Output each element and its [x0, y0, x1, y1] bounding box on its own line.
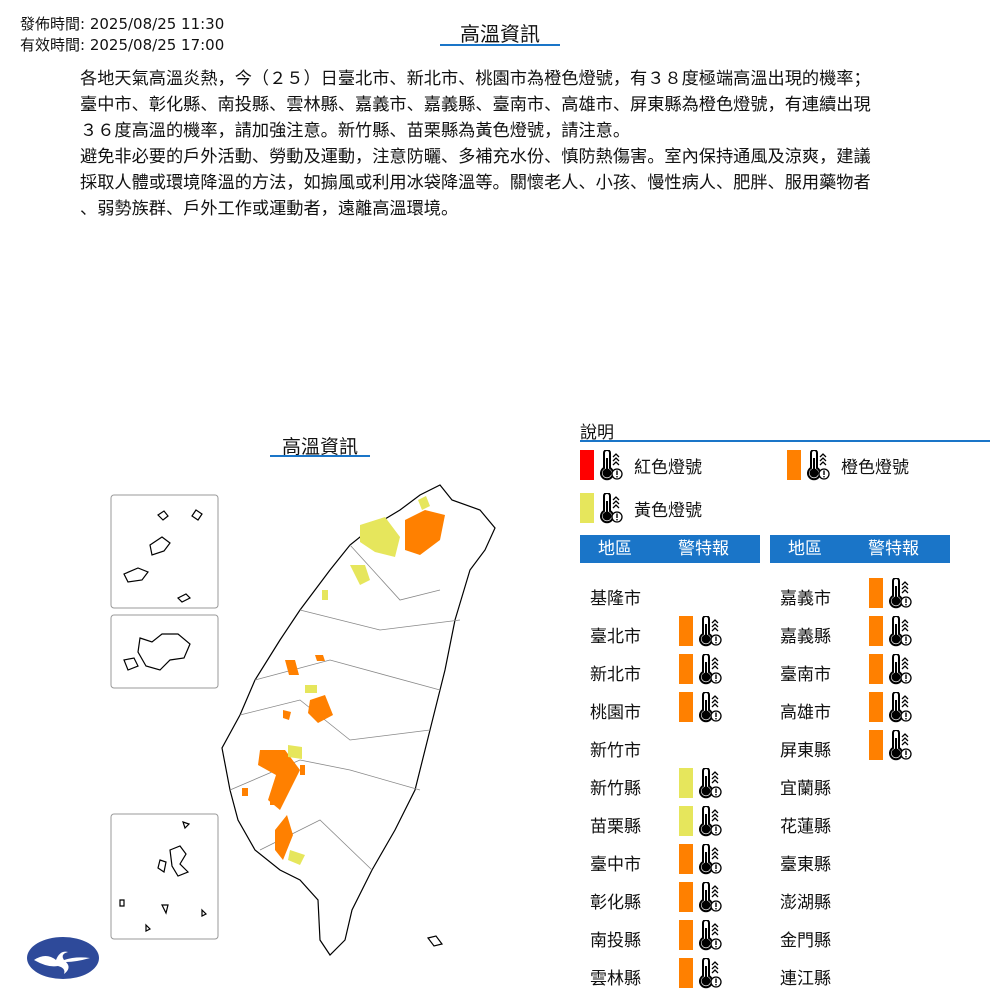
region-name: 嘉義縣 [780, 627, 831, 647]
legend-swatch [787, 450, 801, 480]
heat-thermometer-icon [804, 449, 840, 482]
warning-level-orange [679, 882, 693, 912]
inset-box-matsu [110, 494, 219, 609]
heat-thermometer-icon [886, 577, 922, 610]
region-name: 連江縣 [780, 969, 831, 989]
region-name: 桃園市 [590, 703, 641, 723]
region-name: 新竹縣 [590, 779, 641, 799]
region-name: 臺南市 [780, 665, 831, 685]
legend-swatch [580, 493, 594, 523]
col-warning: 警特報 [868, 539, 919, 559]
region-name: 嘉義市 [780, 589, 831, 609]
warning-level-orange [869, 654, 883, 684]
description: 各地天氣高溫炎熱，今（２５）日臺北市、新北市、桃園市為橙色燈號，有３８度極端高溫… [80, 66, 871, 222]
heat-thermometer-icon [696, 881, 732, 914]
heat-thermometer-icon [696, 767, 732, 800]
description-line: 各地天氣高溫炎熱，今（２５）日臺北市、新北市、桃園市為橙色燈號，有３８度極端高溫… [80, 69, 871, 89]
region-name: 新竹市 [590, 741, 641, 761]
region-name: 基隆市 [590, 589, 641, 609]
description-line: 臺中市、彰化縣、南投縣、雲林縣、嘉義市、嘉義縣、臺南市、高雄市、屏東縣為橙色燈號… [80, 95, 871, 115]
region-name: 南投縣 [590, 931, 641, 951]
warning-level-orange [869, 578, 883, 608]
warning-level-orange [869, 616, 883, 646]
legend-label: 橙色燈號 [841, 458, 909, 478]
warning-level-orange [679, 692, 693, 722]
legend-swatch [580, 450, 594, 480]
region-name: 臺北市 [590, 627, 641, 647]
warning-level-orange [869, 692, 883, 722]
heat-thermometer-icon [696, 615, 732, 648]
warning-level-yellow [679, 768, 693, 798]
warning-level-orange [679, 654, 693, 684]
heat-thermometer-icon [696, 919, 732, 952]
heat-thermometer-icon [696, 691, 732, 724]
table-header-left: 地區 警特報 [580, 535, 760, 563]
col-region: 地區 [598, 539, 632, 559]
page-title: 高溫資訊 [460, 22, 540, 46]
inset-box-penghu [110, 813, 219, 940]
issued-time: 發佈時間: 2025/08/25 11:30 [20, 15, 225, 33]
description-line: 避免非必要的戶外活動、勞動及運動，注意防曬、多補充水份、慎防熱傷害。室內保持通風… [80, 147, 871, 167]
region-name: 澎湖縣 [780, 893, 831, 913]
heat-thermometer-icon [886, 653, 922, 686]
region-name: 新北市 [590, 665, 641, 685]
taiwan-heat-map [110, 484, 496, 956]
cwa-logo [27, 937, 99, 979]
region-name: 臺東縣 [780, 855, 831, 875]
region-name: 屏東縣 [780, 741, 831, 761]
legend-label: 紅色燈號 [634, 458, 702, 478]
description-line: 採取人體或環境降溫的方法，如搧風或利用冰袋降溫等。關懷老人、小孩、慢性病人、肥胖… [80, 173, 871, 193]
region-name: 高雄市 [780, 703, 831, 723]
map-title: 高溫資訊 [281, 436, 358, 458]
warning-level-orange [869, 730, 883, 760]
col-warning: 警特報 [678, 539, 729, 559]
legend-label: 黃色燈號 [634, 501, 702, 521]
table-header-right: 地區 警特報 [770, 535, 950, 563]
heat-thermometer-icon [696, 653, 732, 686]
heat-thermometer-icon [886, 615, 922, 648]
warning-level-orange [679, 958, 693, 988]
warning-level-orange [679, 616, 693, 646]
title-underline [440, 44, 560, 46]
region-name: 雲林縣 [590, 969, 641, 989]
heat-thermometer-icon [597, 492, 633, 525]
heat-thermometer-icon [597, 449, 633, 482]
inset-box-kinmen [110, 614, 219, 689]
legend-underline [580, 440, 990, 442]
yellow-areas [288, 496, 430, 865]
map-title-underline [270, 455, 370, 457]
warning-level-yellow [679, 806, 693, 836]
region-name: 花蓮縣 [780, 817, 831, 837]
warning-level-orange [679, 844, 693, 874]
taiwan-main-island [221, 484, 496, 956]
description-line: ３６度高溫的機率，請加強注意。新竹縣、苗栗縣為黃色燈號，請注意。 [80, 121, 631, 141]
region-name: 苗栗縣 [590, 817, 641, 837]
orange-areas [242, 510, 445, 860]
heat-thermometer-icon [696, 957, 732, 990]
region-name: 金門縣 [780, 931, 831, 951]
heat-thermometer-icon [696, 805, 732, 838]
region-name: 彰化縣 [590, 893, 641, 913]
col-region: 地區 [788, 539, 822, 559]
valid-time: 有效時間: 2025/08/25 17:00 [20, 36, 225, 54]
heat-thermometer-icon [886, 691, 922, 724]
region-name: 臺中市 [590, 855, 641, 875]
warning-level-orange [679, 920, 693, 950]
heat-thermometer-icon [886, 729, 922, 762]
region-name: 宜蘭縣 [780, 779, 831, 799]
heat-thermometer-icon [696, 843, 732, 876]
legend-title: 說明 [580, 423, 614, 443]
description-line: 、弱勢族群、戶外工作或運動者，遠離高溫環境。 [80, 199, 459, 219]
